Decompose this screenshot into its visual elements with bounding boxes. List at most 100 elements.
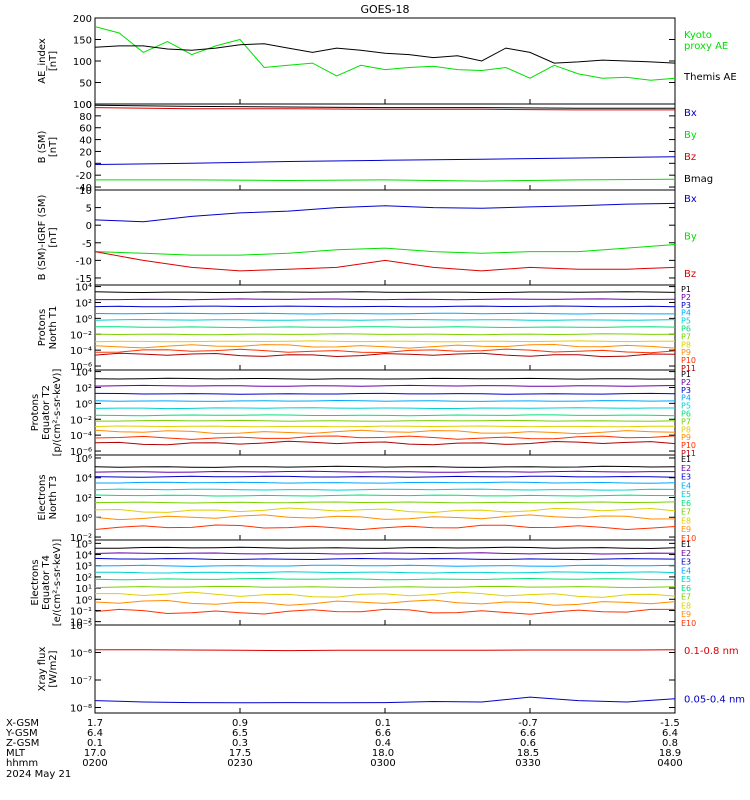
y-tick-label-b: -40 bbox=[76, 183, 92, 194]
footer-value: 6.6 bbox=[520, 728, 536, 739]
y-tick-label-ae: 50 bbox=[79, 79, 92, 90]
footer-row-label: Y-GSM bbox=[5, 728, 38, 739]
channel-line-p1-p9 bbox=[94, 343, 676, 349]
channel-label-e2-e9: E9 bbox=[681, 610, 691, 619]
legend-label-b: Bx bbox=[684, 108, 697, 119]
channel-label-p1-p4: P4 bbox=[681, 309, 691, 318]
channel-line-e2-e7 bbox=[94, 585, 676, 589]
channel-label-e1-e8: E8 bbox=[681, 516, 691, 525]
channel-line-e1-e2 bbox=[94, 470, 675, 473]
channel-line-p1-p3 bbox=[94, 305, 676, 308]
channel-label-p2-p5: P5 bbox=[681, 402, 691, 411]
y-tick-label-ae: 0 bbox=[86, 100, 92, 111]
y-tick-label-ae: 200 bbox=[73, 14, 92, 25]
channel-label-p1-p7: P7 bbox=[681, 332, 691, 341]
y-axis-label-e1: North T3 bbox=[48, 476, 59, 520]
y-axis-label-xray: Xray flux bbox=[37, 647, 48, 692]
y-tick-label-p2: 10⁻² bbox=[70, 415, 92, 426]
channel-label-p1-p9: P9 bbox=[681, 348, 691, 357]
y-tick-label-db: -10 bbox=[76, 256, 92, 267]
y-tick-label-b: 20 bbox=[79, 147, 92, 158]
series-line-b-bz bbox=[94, 107, 675, 111]
channel-line-p2-p2 bbox=[94, 384, 676, 387]
channel-label-e2-e10: E10 bbox=[681, 619, 696, 628]
channel-label-p1-p5: P5 bbox=[681, 317, 691, 326]
y-tick-label-e1: 10² bbox=[75, 494, 92, 505]
channel-line-e2-e3 bbox=[94, 557, 676, 561]
channel-line-p2-p8 bbox=[94, 425, 676, 428]
footer-value: 18.0 bbox=[372, 748, 394, 759]
y-tick-label-p2: 10⁴ bbox=[75, 368, 92, 379]
series-line-db-bx bbox=[94, 202, 676, 223]
footer-value: 0200 bbox=[82, 758, 107, 769]
channel-line-p1-p8 bbox=[94, 340, 676, 343]
channel-label-e1-e1: E1 bbox=[681, 455, 691, 464]
panel-frame-db bbox=[94, 189, 676, 286]
channel-line-e2-e5 bbox=[94, 571, 676, 574]
y-tick-label-xray: 10⁻⁷ bbox=[70, 676, 92, 687]
y-axis-label-e2: Electrons bbox=[30, 559, 41, 605]
channel-line-p1-p4 bbox=[94, 312, 675, 315]
y-tick-label-xray: 10⁻⁸ bbox=[70, 704, 92, 715]
y-tick-label-p2: 10⁰ bbox=[75, 399, 92, 410]
y-tick-label-e2: 10⁻² bbox=[70, 618, 92, 629]
series-line-xray-0-1-0-8-nm bbox=[95, 649, 676, 652]
footer-value: 17.5 bbox=[229, 748, 251, 759]
y-tick-label-b: 100 bbox=[73, 100, 92, 111]
y-tick-label-e1: 10⁰ bbox=[75, 513, 92, 524]
channel-line-e1-e9 bbox=[94, 514, 676, 521]
channel-line-p2-p10 bbox=[94, 435, 676, 440]
legend-label-b: Bz bbox=[684, 152, 696, 163]
y-tick-label-xray: 10⁻⁶ bbox=[70, 649, 92, 660]
footer-value: 0330 bbox=[515, 758, 540, 769]
channel-label-e1-e6: E6 bbox=[681, 499, 691, 508]
footer-row-label: MLT bbox=[6, 748, 26, 759]
legend-label-ae: Themis AE bbox=[683, 72, 737, 83]
y-tick-label-p2: 10² bbox=[75, 383, 92, 394]
legend-label-ae: proxy AE bbox=[684, 41, 728, 52]
y-tick-label-b: 80 bbox=[79, 112, 92, 123]
channel-line-p1-p1 bbox=[94, 291, 676, 294]
channel-label-e2-e1: E1 bbox=[681, 540, 691, 549]
channel-label-p1-p8: P8 bbox=[681, 340, 691, 349]
y-axis-label-xray: [W/m2] bbox=[48, 650, 59, 687]
channel-line-p1-p2 bbox=[95, 298, 676, 301]
y-axis-label-e2: [e/(cm²-s-sr-keV)] bbox=[52, 539, 63, 627]
channel-line-e2-e4 bbox=[94, 564, 676, 567]
channel-line-p2-p3 bbox=[94, 392, 676, 395]
channel-label-e2-e5: E5 bbox=[681, 575, 691, 584]
y-axis-label-p2: Equator T2 bbox=[41, 385, 52, 440]
legend-label-xray: 0.1-0.8 nm bbox=[684, 646, 739, 657]
channel-label-e2-e6: E6 bbox=[681, 584, 691, 593]
y-tick-label-db: 0 bbox=[86, 221, 92, 232]
footer-value: -1.5 bbox=[660, 718, 680, 729]
footer-value: 0.6 bbox=[520, 738, 536, 749]
channel-label-p2-p4: P4 bbox=[681, 394, 691, 403]
channel-line-p1-p11 bbox=[94, 352, 676, 358]
series-line-db-by bbox=[94, 244, 676, 256]
footer-value: 0230 bbox=[227, 758, 252, 769]
footer-value: 17.0 bbox=[84, 748, 106, 759]
channel-line-p2-p6 bbox=[94, 414, 676, 417]
y-axis-label-ae: AE_index bbox=[37, 38, 48, 84]
y-tick-label-p1: 10² bbox=[75, 298, 92, 309]
channel-label-e1-e7: E7 bbox=[681, 508, 691, 517]
channel-label-p2-p2: P2 bbox=[681, 378, 691, 387]
y-tick-label-e2: 10⁻¹ bbox=[70, 606, 92, 617]
channel-line-e1-e6 bbox=[94, 494, 676, 497]
y-axis-label-p1: North T1 bbox=[48, 306, 59, 350]
footer-row-label: hhmm bbox=[6, 758, 38, 769]
channel-line-p2-p5 bbox=[94, 407, 675, 410]
channel-label-p1-p10: P10 bbox=[681, 356, 696, 365]
y-tick-label-b: -20 bbox=[76, 171, 92, 182]
y-tick-label-p2: 10⁻⁴ bbox=[70, 431, 92, 442]
y-tick-label-b: 40 bbox=[79, 136, 92, 147]
channel-line-e1-e1 bbox=[94, 465, 676, 468]
y-tick-label-e2: 10³ bbox=[75, 562, 92, 573]
y-tick-label-e2: 10² bbox=[75, 573, 92, 584]
y-axis-label-db: [nT] bbox=[48, 227, 59, 247]
channel-line-p2-p4 bbox=[94, 399, 676, 402]
channel-label-e2-e3: E3 bbox=[681, 558, 691, 567]
y-tick-label-p1: 10⁴ bbox=[75, 283, 92, 294]
footer-value: 0400 bbox=[657, 758, 682, 769]
